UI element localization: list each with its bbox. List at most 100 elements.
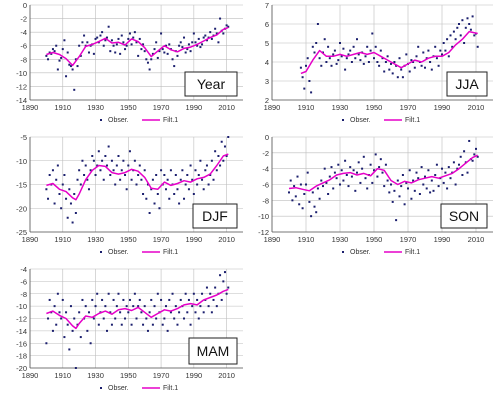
- observed-point: [124, 174, 127, 176]
- observed-point: [145, 317, 148, 320]
- observed-point: [352, 169, 355, 172]
- observed-point: [466, 171, 469, 174]
- observed-point: [316, 23, 319, 25]
- observed-point: [174, 305, 177, 308]
- season-label-djf: DJF: [202, 208, 228, 224]
- x-tick-label: 1890: [22, 235, 39, 244]
- observed-point: [313, 205, 316, 208]
- observed-point: [155, 317, 158, 320]
- observed-point: [66, 51, 69, 54]
- observed-point: [301, 207, 304, 210]
- observed-point: [212, 178, 215, 181]
- observed-point: [471, 159, 474, 162]
- observed-point: [53, 50, 56, 53]
- observed-point: [173, 193, 176, 195]
- observed-point: [184, 183, 187, 186]
- observed-point: [179, 298, 182, 301]
- observed-point: [449, 34, 452, 37]
- observed-point: [299, 66, 302, 69]
- observed-point: [183, 197, 186, 200]
- observed-point: [166, 178, 169, 181]
- observed-point: [94, 174, 97, 176]
- observed-point: [60, 207, 63, 210]
- observed-point: [201, 178, 204, 181]
- observed-point: [127, 164, 130, 167]
- observed-point: [400, 68, 403, 71]
- observed-point: [395, 219, 398, 222]
- observed-point: [223, 145, 226, 148]
- observed-point: [379, 158, 382, 161]
- observed-point: [430, 68, 433, 71]
- observed-point: [135, 183, 138, 186]
- observed-point: [205, 164, 208, 167]
- observed-point: [65, 311, 68, 314]
- observed-point: [155, 41, 158, 44]
- observed-point: [179, 178, 182, 181]
- observed-point: [449, 177, 452, 180]
- observed-point: [171, 292, 174, 295]
- legend-observed-label: Obser.: [108, 117, 129, 124]
- observed-point: [94, 37, 97, 40]
- observed-point: [186, 174, 189, 176]
- observed-point: [87, 188, 90, 191]
- season-label-box: [188, 337, 238, 365]
- observed-point: [183, 36, 186, 39]
- observed-point: [74, 212, 77, 214]
- season-label-year: Year: [197, 76, 226, 92]
- chart-jja-svg: 2 3 4 5 6 7 1890 1910 1930 1950 1970 1990 2010 JJA Obs…: [264, 1, 493, 124]
- x-tick-label: 1990: [434, 103, 451, 112]
- y-tick-label: -6: [262, 181, 269, 190]
- observed-point: [454, 183, 457, 186]
- observed-point: [461, 174, 464, 176]
- observed-point: [71, 68, 74, 71]
- y-tick-label: -12: [16, 82, 27, 91]
- observed-point: [133, 159, 136, 162]
- observed-point: [96, 164, 99, 167]
- chart-panel-son: 0 -2 -4 -6 -8 -10 -12 1890 1910 1930 1950 1970 1990 2…: [250, 132, 500, 264]
- observed-point: [166, 52, 169, 55]
- x-tick-label: 1890: [22, 371, 39, 380]
- observed-point: [142, 323, 145, 326]
- observed-point: [140, 311, 143, 314]
- observed-point: [168, 43, 171, 46]
- observed-point: [133, 31, 136, 34]
- observed-point: [204, 34, 207, 37]
- observed-point: [294, 195, 297, 198]
- observed-point: [169, 169, 172, 172]
- observed-point: [146, 183, 149, 186]
- observed-point: [318, 57, 321, 60]
- observed-point: [204, 169, 207, 172]
- observed-point: [96, 292, 99, 295]
- observed-point: [194, 169, 197, 172]
- observed-point: [178, 44, 181, 47]
- observed-point: [97, 150, 100, 153]
- observed-point: [138, 164, 141, 167]
- observed-point: [205, 286, 208, 289]
- x-tick-label: 1910: [54, 371, 71, 380]
- observed-point: [412, 179, 415, 182]
- observed-point: [417, 45, 420, 48]
- chart-panel-jja: 2 3 4 5 6 7 1890 1910 1930 1950 1970 1990 2010 JJA Obs…: [250, 0, 500, 132]
- observed-point: [106, 329, 109, 332]
- observed-point: [133, 292, 136, 295]
- observed-point: [373, 169, 375, 172]
- legend-observed-label: Obser.: [350, 117, 371, 124]
- observed-point: [435, 163, 438, 166]
- observed-point: [322, 185, 324, 188]
- observed-point: [78, 311, 81, 314]
- observed-point: [83, 174, 86, 176]
- observed-point: [447, 166, 450, 169]
- observed-point: [168, 298, 171, 301]
- observed-point: [71, 329, 74, 332]
- observed-point: [140, 178, 143, 181]
- observed-point: [222, 159, 225, 162]
- observed-point: [369, 163, 372, 166]
- chart-panel-year: 0 -2 -4 -6 -8 -10 -12 -14 1890 1910 1930 1950 1970 19…: [0, 0, 250, 132]
- observed-point: [115, 43, 118, 46]
- observed-point: [68, 188, 71, 191]
- observed-point: [378, 166, 381, 169]
- season-label-box: [184, 71, 238, 97]
- observed-point: [476, 45, 479, 48]
- observed-point: [176, 323, 179, 326]
